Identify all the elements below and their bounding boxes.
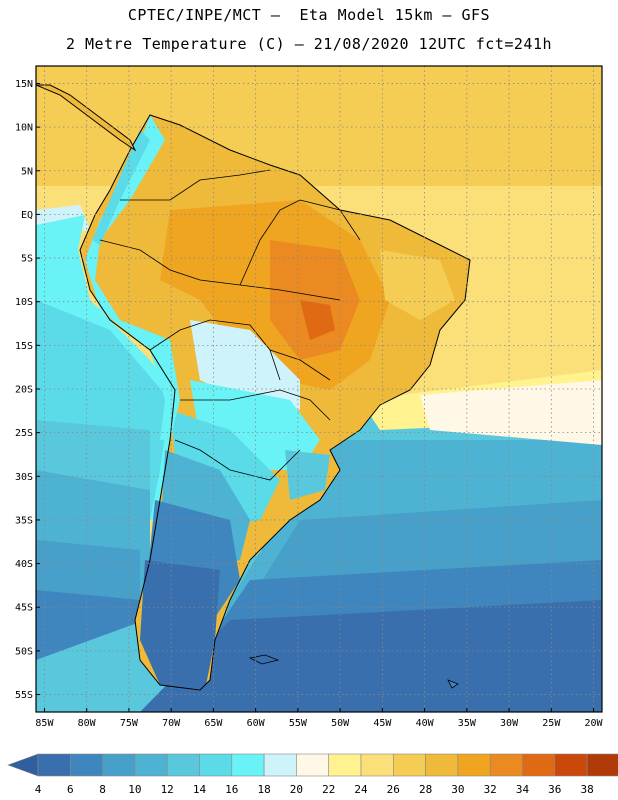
colorbar-swatch bbox=[134, 753, 168, 777]
colorbar-label: 20 bbox=[290, 783, 303, 796]
colorbar-label: 18 bbox=[257, 783, 270, 796]
lon-label: 60W bbox=[247, 718, 266, 729]
colorbar-swatch bbox=[231, 753, 265, 777]
lon-label: 70W bbox=[162, 718, 181, 729]
colorbar-swatch bbox=[586, 753, 618, 777]
lat-label: 15N bbox=[15, 79, 33, 90]
lon-label: 75W bbox=[120, 718, 139, 729]
colorbar-label: 36 bbox=[548, 783, 561, 796]
colorbar-label: 4 bbox=[35, 783, 42, 796]
lon-label: 80W bbox=[78, 718, 97, 729]
colorbar-label: 10 bbox=[128, 783, 141, 796]
lon-label: 65W bbox=[204, 718, 223, 729]
colorbar-swatch bbox=[489, 753, 523, 777]
lat-label: 25S bbox=[15, 428, 33, 439]
lat-label: 5S bbox=[21, 254, 33, 265]
lat-label: 30S bbox=[15, 472, 33, 483]
colorbar-label: 28 bbox=[419, 783, 432, 796]
lon-label: 85W bbox=[35, 718, 54, 729]
colorbar-swatch bbox=[392, 753, 426, 777]
lon-label: 35W bbox=[458, 718, 477, 729]
colorbar-swatch bbox=[199, 753, 233, 777]
colorbar-label: 22 bbox=[322, 783, 335, 796]
lon-label: 55W bbox=[289, 718, 308, 729]
lon-label: 40W bbox=[416, 718, 435, 729]
colorbar-label: 14 bbox=[193, 783, 207, 796]
lat-label: 10N bbox=[15, 123, 33, 134]
colorbar-label: 34 bbox=[516, 783, 530, 796]
lon-label: 25W bbox=[542, 718, 561, 729]
colorbar-swatch bbox=[457, 753, 491, 777]
colorbar-swatch bbox=[102, 753, 136, 777]
lon-label: 20W bbox=[585, 718, 604, 729]
colorbar-low-arrow bbox=[7, 753, 39, 777]
colorbar-swatch bbox=[37, 753, 71, 777]
colorbar-label: 30 bbox=[451, 783, 464, 796]
colorbar-label: 6 bbox=[67, 783, 74, 796]
colorbar-swatch bbox=[522, 753, 556, 777]
lat-label: EQ bbox=[21, 210, 33, 221]
lat-label: 50S bbox=[15, 646, 33, 657]
lon-label: 45W bbox=[373, 718, 392, 729]
lon-label: 50W bbox=[331, 718, 350, 729]
colorbar-swatch bbox=[554, 753, 588, 777]
lat-label: 20S bbox=[15, 385, 33, 396]
colorbar-swatch bbox=[166, 753, 200, 777]
lat-label: 5N bbox=[21, 166, 33, 177]
colorbar: 4 6 8 10 12 14 16 18 20 22 24 26 28 30 32 34 36 38 bbox=[7, 753, 618, 796]
colorbar-label: 24 bbox=[354, 783, 368, 796]
lat-label: 10S bbox=[15, 297, 33, 308]
colorbar-label: 8 bbox=[99, 783, 106, 796]
map-subtitle: 2 Metre Temperature (C) – 21/08/2020 12U… bbox=[65, 35, 553, 53]
map-title: CPTEC/INPE/MCT – Eta Model 15km – GFS bbox=[127, 6, 491, 24]
colorbar-swatch bbox=[263, 753, 297, 777]
colorbar-label: 32 bbox=[484, 783, 497, 796]
colorbar-swatch bbox=[328, 753, 362, 777]
lat-label: 15S bbox=[15, 341, 33, 352]
colorbar-swatch bbox=[70, 753, 103, 777]
lon-label: 30W bbox=[500, 718, 519, 729]
colorbar-label: 12 bbox=[161, 783, 174, 796]
colorbar-label: 16 bbox=[225, 783, 238, 796]
colorbar-label: 26 bbox=[387, 783, 400, 796]
lat-label: 55S bbox=[15, 690, 33, 701]
colorbar-swatch bbox=[425, 753, 459, 777]
temperature-field bbox=[36, 66, 602, 712]
colorbar-swatch bbox=[360, 753, 394, 777]
lat-label: 40S bbox=[15, 559, 33, 570]
colorbar-swatch bbox=[296, 753, 329, 777]
colorbar-label: 38 bbox=[580, 783, 593, 796]
lat-label: 45S bbox=[15, 603, 33, 614]
lat-label: 35S bbox=[15, 515, 33, 526]
